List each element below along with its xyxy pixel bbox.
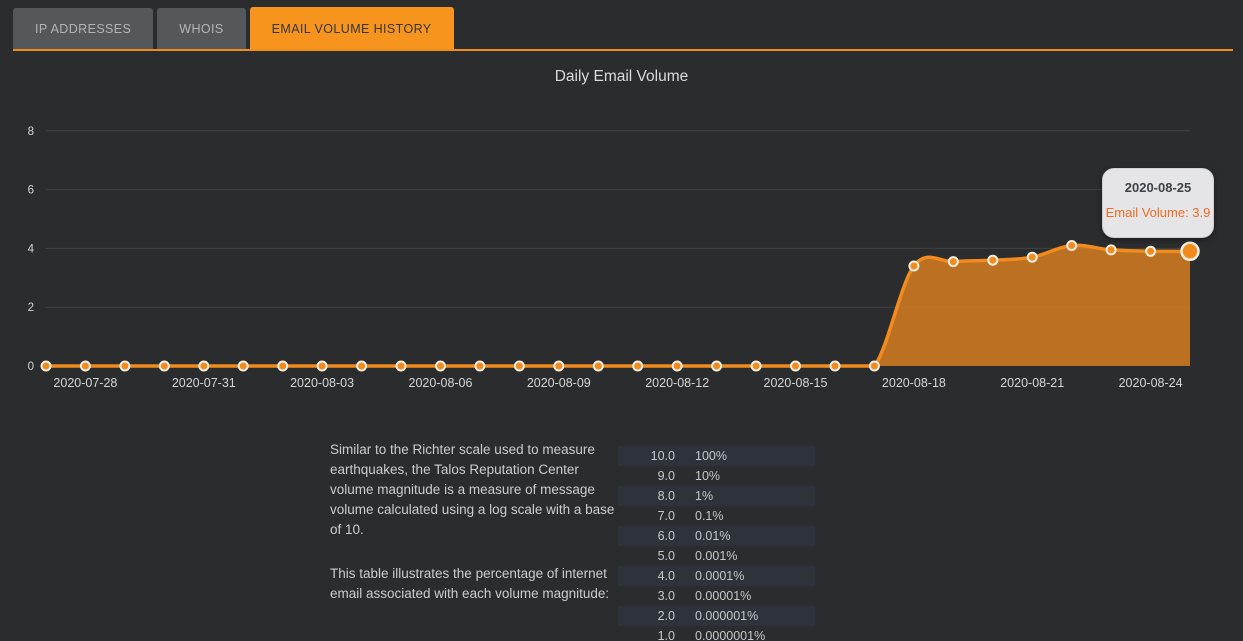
tooltip-value: Email Volume: 3.9: [1105, 205, 1211, 220]
magnitude-table-row: 4.0 0.0001%: [618, 566, 815, 586]
tab-whois[interactable]: WHOIS: [157, 8, 246, 50]
data-point[interactable]: [868, 360, 880, 372]
magnitude-cell: 6.0: [657, 529, 675, 543]
data-point[interactable]: [632, 360, 644, 372]
data-point[interactable]: [119, 360, 131, 372]
data-point[interactable]: [237, 360, 249, 372]
data-point[interactable]: [711, 360, 723, 372]
magnitude-cell: 9.0: [657, 469, 675, 483]
chart-title: Daily Email Volume: [554, 68, 689, 85]
data-point[interactable]: [947, 256, 959, 268]
data-point[interactable]: [671, 360, 683, 372]
y-axis-tick-label: 6: [28, 185, 34, 197]
magnitude-description: Similar to the Richter scale used to mea…: [330, 440, 622, 628]
data-point[interactable]: [1105, 244, 1117, 256]
x-axis-tick-label: 2020-08-03: [290, 376, 354, 390]
tab-bar: IP ADDRESSES WHOIS EMAIL VOLUME HISTORY: [13, 7, 454, 51]
x-axis-tick-label: 2020-08-24: [1119, 376, 1183, 390]
x-axis-tick-label: 2020-08-15: [764, 376, 828, 390]
chart-tooltip: 2020-08-25 Email Volume: 3.9: [1102, 168, 1214, 238]
data-point[interactable]: [750, 360, 762, 372]
data-point[interactable]: [198, 360, 210, 372]
tab-email-volume-history[interactable]: EMAIL VOLUME HISTORY: [249, 7, 454, 51]
volume-area-fill: [46, 245, 1190, 366]
magnitude-cell: 3.0: [657, 589, 675, 603]
data-point[interactable]: [829, 360, 841, 372]
y-axis-tick-label: 8: [28, 126, 34, 138]
percent-cell: 0.001%: [695, 549, 738, 563]
magnitude-cell: 5.0: [657, 549, 675, 563]
magnitude-cell: 7.0: [657, 509, 675, 523]
percent-cell: 100%: [695, 449, 727, 463]
data-point[interactable]: [790, 360, 801, 372]
data-point[interactable]: [316, 360, 328, 372]
data-point[interactable]: [987, 254, 999, 266]
x-axis-tick-label: 2020-07-28: [53, 376, 117, 390]
data-point[interactable]: [395, 360, 407, 372]
data-point[interactable]: [1026, 251, 1038, 263]
data-point[interactable]: [435, 360, 446, 372]
description-paragraph-1: Similar to the Richter scale used to mea…: [330, 442, 615, 537]
percent-cell: 0.0000001%: [695, 629, 766, 641]
email-volume-chart[interactable]: 0 2 4 6 8 2020-07-28 2020-07-31 2020-08-03 2020-…: [0, 100, 1243, 410]
magnitude-cell: 2.0: [657, 609, 675, 623]
percent-cell: 0.0001%: [695, 569, 745, 583]
data-point[interactable]: [908, 260, 920, 272]
magnitude-cell: 10.0: [650, 449, 675, 463]
data-point[interactable]: [40, 360, 52, 372]
data-point[interactable]: [474, 360, 486, 372]
magnitude-table: 10.0 100% 9.0 10% 8.0 1% 7.0 0.1% 6.0 0.01% 5.0 0.0…: [618, 446, 815, 641]
percent-cell: 10%: [695, 469, 721, 483]
percent-cell: 0.1%: [695, 509, 724, 523]
data-point[interactable]: [277, 360, 289, 372]
description-paragraph-2: This table illustrates the percentage of…: [330, 566, 610, 601]
magnitude-table-row: 10.0 100%: [618, 446, 815, 466]
tab-ip-addresses[interactable]: IP ADDRESSES: [13, 8, 154, 50]
magnitude-cell: 1.0: [657, 629, 675, 641]
x-axis-tick-label: 2020-07-31: [172, 376, 236, 390]
data-point[interactable]: [79, 360, 91, 372]
x-axis-tick-label: 2020-08-06: [409, 376, 473, 390]
magnitude-table-row: 9.0 10%: [618, 466, 815, 486]
x-axis-tick-label: 2020-08-12: [645, 376, 709, 390]
x-axis-tick-label: 2020-08-21: [1000, 376, 1064, 390]
tooltip-date: 2020-08-25: [1124, 180, 1192, 195]
data-point[interactable]: [592, 360, 604, 372]
magnitude-cell: 4.0: [657, 569, 675, 583]
y-axis-tick-label: 4: [28, 243, 35, 255]
magnitude-table-row: 1.0 0.0000001%: [618, 626, 815, 641]
data-point[interactable]: [1145, 245, 1157, 257]
highlighted-data-point[interactable]: [1180, 241, 1200, 262]
percent-cell: 0.00001%: [695, 589, 752, 603]
percent-cell: 1%: [695, 489, 714, 503]
magnitude-table-row: 7.0 0.1%: [618, 506, 815, 526]
magnitude-table-row: 3.0 0.00001%: [618, 586, 815, 606]
y-axis-tick-label: 2: [28, 302, 34, 314]
magnitude-table-row: 8.0 1%: [618, 486, 815, 506]
y-axis-tick-label: 0: [28, 361, 34, 373]
magnitude-table-row: 2.0 0.000001%: [618, 606, 815, 626]
x-axis-tick-label: 2020-08-18: [882, 376, 946, 390]
data-point[interactable]: [356, 360, 368, 372]
magnitude-table-row: 6.0 0.01%: [618, 526, 815, 546]
data-point[interactable]: [553, 360, 565, 372]
data-point[interactable]: [513, 360, 525, 372]
percent-cell: 0.000001%: [695, 609, 759, 623]
magnitude-cell: 8.0: [657, 489, 675, 503]
x-axis-tick-label: 2020-08-09: [527, 376, 591, 390]
active-tab-underline: [13, 49, 1233, 51]
percent-cell: 0.01%: [695, 529, 731, 543]
magnitude-table-row: 5.0 0.001%: [618, 546, 815, 566]
data-point[interactable]: [158, 360, 170, 372]
data-point[interactable]: [1066, 240, 1078, 251]
